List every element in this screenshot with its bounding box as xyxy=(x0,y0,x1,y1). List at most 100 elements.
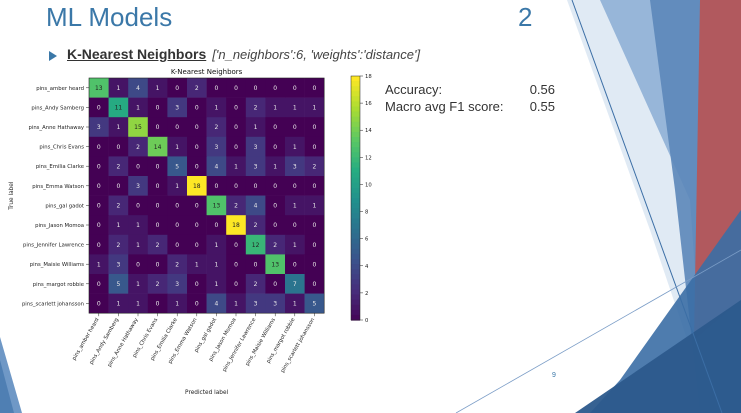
cell-value-label: 0 xyxy=(195,301,199,308)
heatmap-cell xyxy=(226,176,247,196)
slide-count: 2 xyxy=(518,2,533,32)
heatmap-cell xyxy=(89,234,109,255)
cell-value-label: 0 xyxy=(293,183,297,190)
cell-value-label: 0 xyxy=(214,222,218,229)
colorbar-segment xyxy=(351,182,360,189)
cell-value-label: 3 xyxy=(254,144,258,151)
cell-value-label: 0 xyxy=(254,261,258,268)
heatmap-cell xyxy=(285,97,305,118)
colorbar-tick-label: 8 xyxy=(365,210,369,216)
heatmap-cell xyxy=(89,97,109,118)
colorbar-segment xyxy=(351,91,360,97)
heatmap-frame xyxy=(88,77,325,314)
heatmap-cell xyxy=(304,78,325,98)
cell-value-label: 1 xyxy=(195,261,199,268)
heatmap-cell xyxy=(167,117,188,138)
cell-value-label: 1 xyxy=(175,301,179,308)
cell-value-label: 1 xyxy=(234,301,238,308)
heatmap-cell xyxy=(147,156,168,177)
cell-value-label: 12 xyxy=(252,242,260,249)
cell-value-label: 1 xyxy=(116,301,120,308)
heatmap-cell xyxy=(187,195,207,216)
y-tick-label: pins_gal gadot xyxy=(45,203,84,209)
cell-value-label: 0 xyxy=(97,163,101,170)
colorbar-segment xyxy=(351,264,360,270)
colorbar-segment xyxy=(351,81,360,87)
colorbar-segment xyxy=(351,142,360,148)
heatmap-cell xyxy=(285,176,305,196)
cell-value-label: 0 xyxy=(234,85,238,92)
cell-value-label: 0 xyxy=(234,183,238,190)
cell-value-label: 18 xyxy=(193,183,201,190)
page-number: 9 xyxy=(552,372,556,379)
cell-value-label: 0 xyxy=(97,203,101,210)
heatmap-cell xyxy=(89,156,109,177)
heatmap-cell xyxy=(304,176,325,196)
colorbar-tick-label: 2 xyxy=(365,291,368,297)
cell-value-label: 0 xyxy=(195,281,199,288)
cell-value-label: 0 xyxy=(97,242,101,249)
cell-value-label: 3 xyxy=(116,261,120,268)
heatmap-cell xyxy=(187,156,207,177)
heatmap-cell xyxy=(304,293,325,314)
heatmap-cell xyxy=(147,117,168,138)
heatmap-cell xyxy=(285,234,305,255)
colorbar-segment xyxy=(351,279,360,286)
heatmap-cell xyxy=(187,176,207,196)
cell-value-label: 0 xyxy=(254,183,258,190)
colorbar-segment xyxy=(351,147,360,153)
heatmap-cell xyxy=(245,176,266,196)
heatmap-cell xyxy=(304,97,325,118)
cell-value-label: 0 xyxy=(97,105,101,112)
heatmap-cell xyxy=(304,215,325,236)
heatmap-cell xyxy=(245,78,266,98)
heatmap-cell xyxy=(206,274,227,294)
cell-value-label: 0 xyxy=(273,124,277,131)
cell-value-label: 0 xyxy=(273,203,277,210)
heatmap-cell xyxy=(108,176,129,196)
heatmap-cell xyxy=(265,293,286,314)
heatmap-cell xyxy=(167,97,188,118)
bullet-arrow-icon xyxy=(49,50,57,61)
heatmap-cell xyxy=(226,254,247,275)
heatmap-cell xyxy=(108,156,129,177)
cell-value-label: 0 xyxy=(136,163,140,170)
cell-value-label: 0 xyxy=(273,183,277,190)
heatmap-cell xyxy=(226,293,247,314)
heatmap-cell xyxy=(187,293,207,314)
heatmap-cell xyxy=(147,293,168,314)
cell-value-label: 2 xyxy=(116,203,120,210)
cell-value-label: 2 xyxy=(312,163,316,170)
heatmap-cell xyxy=(108,78,129,98)
heatmap-cell xyxy=(245,97,266,118)
heatmap-cell xyxy=(89,117,109,138)
colorbar-segment xyxy=(351,238,360,245)
heatmap-cell xyxy=(245,274,266,294)
heatmap-cell xyxy=(89,136,109,157)
cell-value-label: 13 xyxy=(271,261,279,268)
heatmap-cell xyxy=(167,254,188,275)
cell-value-label: 3 xyxy=(97,124,101,131)
heatmap-cell xyxy=(108,97,129,118)
colorbar-segment xyxy=(351,304,360,311)
colorbar-segment xyxy=(351,289,360,296)
heatmap-cell xyxy=(89,195,109,216)
colorbar-segment xyxy=(351,121,360,128)
colorbar-segment xyxy=(351,126,360,133)
cell-value-label: 2 xyxy=(175,261,179,268)
heatmap-cell xyxy=(226,156,247,177)
heatmap-cell xyxy=(187,136,207,157)
cell-value-label: 5 xyxy=(312,301,316,308)
cell-value-label: 0 xyxy=(234,242,238,249)
colorbar-segment xyxy=(351,248,360,255)
heatmap-cell xyxy=(265,234,286,255)
colorbar-segment xyxy=(351,218,360,225)
cell-value-label: 1 xyxy=(175,144,179,151)
heatmap-cell xyxy=(147,176,168,196)
heatmap-cell xyxy=(128,274,149,294)
cell-value-label: 2 xyxy=(156,281,160,288)
heatmap-cell xyxy=(89,274,109,294)
heatmap-cell xyxy=(304,274,325,294)
cell-value-label: 15 xyxy=(134,124,142,131)
cell-value-label: 1 xyxy=(214,281,218,288)
